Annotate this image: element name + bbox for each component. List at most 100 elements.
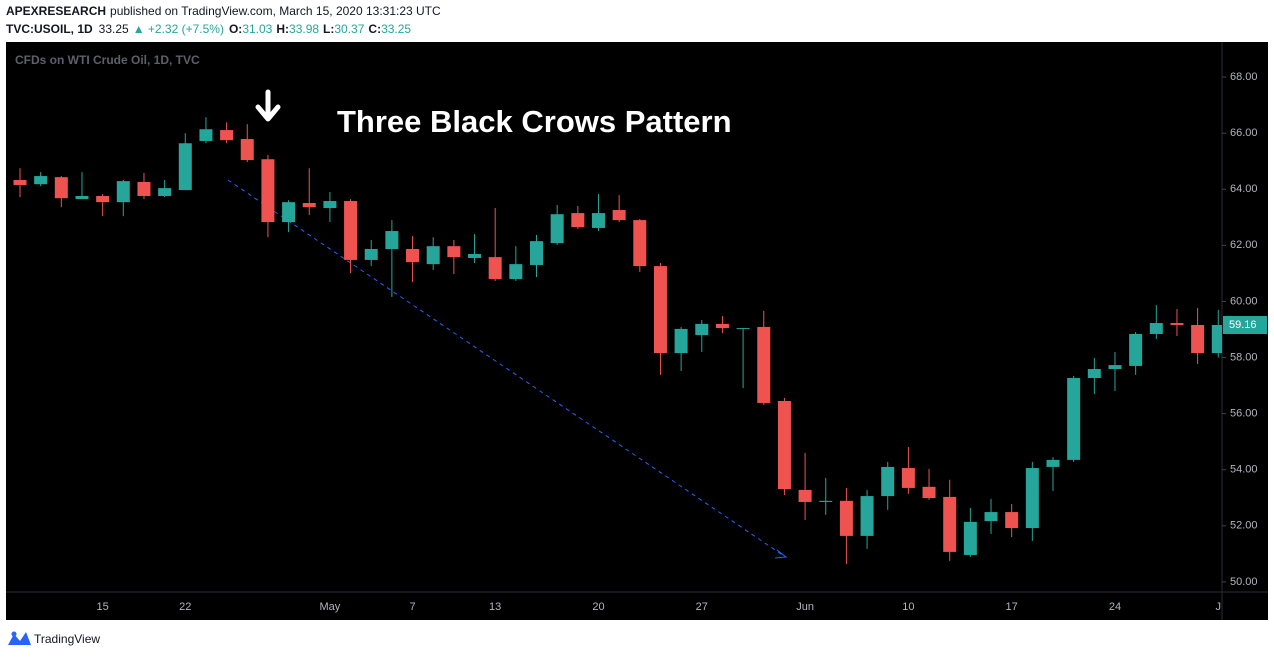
candle-body bbox=[96, 195, 110, 203]
candle-body bbox=[385, 231, 399, 249]
ohlc-key: C: bbox=[368, 22, 381, 36]
candle-body bbox=[798, 489, 812, 502]
candle-body bbox=[633, 220, 647, 267]
change: ▲ +2.32 (+7.5%) bbox=[133, 22, 224, 36]
published-note: published on TradingView.com, March 15, … bbox=[110, 4, 441, 18]
candle-body bbox=[509, 264, 523, 279]
ohlc-key: O: bbox=[229, 22, 242, 36]
candle-body bbox=[1191, 324, 1205, 354]
candle-body bbox=[1211, 324, 1222, 354]
candle-body bbox=[1025, 468, 1039, 529]
x-tick-label: J bbox=[1216, 601, 1222, 613]
candle-body bbox=[674, 328, 688, 354]
y-tick-label: 50.00 bbox=[1230, 576, 1258, 588]
candle-body bbox=[447, 246, 461, 258]
logo-dot bbox=[11, 631, 17, 637]
candle-body bbox=[860, 496, 874, 536]
candle-body bbox=[282, 202, 296, 223]
ohlc-value: 31.03 bbox=[242, 22, 272, 36]
x-tick-label: 24 bbox=[1109, 601, 1121, 613]
x-tick-label: 15 bbox=[97, 601, 109, 613]
y-tick-label: 58.00 bbox=[1230, 351, 1258, 363]
candle-body bbox=[653, 266, 667, 354]
candle-body bbox=[199, 129, 213, 142]
x-tick-label: 27 bbox=[696, 601, 708, 613]
x-tick-label: Jun bbox=[796, 601, 814, 613]
ohlc-value: 30.37 bbox=[334, 22, 364, 36]
candle-body bbox=[323, 201, 337, 209]
chart-title: CFDs on WTI Crude Oil, 1D, TVC bbox=[15, 53, 200, 67]
candle-body bbox=[1170, 323, 1184, 325]
candle-body bbox=[220, 130, 234, 141]
candle-body bbox=[240, 139, 254, 161]
y-tick-label: 64.00 bbox=[1230, 183, 1258, 195]
trend-arrow-head bbox=[774, 549, 788, 559]
x-tick-label: 10 bbox=[902, 601, 914, 613]
candle-body bbox=[178, 143, 192, 191]
candle-body bbox=[364, 248, 378, 260]
candle-body bbox=[488, 257, 502, 279]
ohlc-key: H: bbox=[276, 22, 289, 36]
annotation: Three Black Crows Pattern bbox=[337, 104, 732, 139]
y-tick-label: 62.00 bbox=[1230, 239, 1258, 251]
price: 33.25 bbox=[99, 22, 129, 36]
candle-body bbox=[963, 521, 977, 555]
candle-body bbox=[1005, 512, 1019, 529]
candle-body bbox=[571, 213, 585, 228]
candle-body bbox=[922, 486, 936, 499]
candle-body bbox=[1108, 365, 1122, 370]
x-tick-label: 7 bbox=[409, 601, 415, 613]
candle-body bbox=[1149, 323, 1163, 334]
candle-body bbox=[116, 181, 130, 203]
author: APEXRESEARCH bbox=[6, 4, 106, 18]
header-line: APEXRESEARCH published on TradingView.com… bbox=[6, 4, 441, 18]
last-price-box bbox=[1223, 315, 1267, 334]
y-tick-label: 60.00 bbox=[1230, 295, 1258, 307]
candle-body bbox=[591, 213, 605, 228]
ohlc-key: L: bbox=[323, 22, 334, 36]
brand-logo bbox=[8, 631, 31, 645]
logo-shape bbox=[8, 632, 31, 645]
candle-body bbox=[901, 468, 915, 488]
symbol-line: TVC:USOIL, 1D 33.25 ▲ +2.32 (+7.5%) O:31.03… bbox=[6, 22, 411, 36]
candle-body bbox=[34, 176, 48, 185]
candle-body bbox=[1087, 369, 1101, 379]
candle-body bbox=[13, 179, 27, 186]
y-tick-label: 52.00 bbox=[1230, 520, 1258, 532]
candle-body bbox=[137, 181, 151, 196]
candle-body bbox=[550, 214, 564, 244]
candle-body bbox=[881, 466, 895, 497]
candle-body bbox=[695, 323, 709, 336]
x-tick-label: 17 bbox=[1006, 601, 1018, 613]
candle-body bbox=[426, 246, 440, 265]
symbol: TVC:USOIL, 1D bbox=[6, 22, 93, 36]
candle-body bbox=[984, 512, 998, 522]
candle-body bbox=[468, 254, 482, 258]
y-tick-label: 54.00 bbox=[1230, 464, 1258, 476]
x-tick-label: 13 bbox=[489, 601, 501, 613]
candle-body bbox=[943, 496, 957, 552]
candle-body bbox=[344, 201, 358, 260]
brand-name: TradingView bbox=[34, 632, 100, 646]
x-tick-label: May bbox=[320, 601, 341, 613]
x-tick-label: 22 bbox=[179, 601, 191, 613]
y-tick-label: 68.00 bbox=[1230, 71, 1258, 83]
candle-body bbox=[302, 202, 316, 208]
candle-body bbox=[54, 177, 68, 199]
candle-body bbox=[819, 500, 833, 502]
candle-body bbox=[777, 401, 791, 490]
x-tick-label: 20 bbox=[592, 601, 604, 613]
down-arrow bbox=[255, 89, 281, 122]
candle-body bbox=[75, 195, 89, 200]
candle-body bbox=[757, 326, 771, 403]
ohlc-value: 33.98 bbox=[289, 22, 319, 36]
y-tick-label: 56.00 bbox=[1230, 408, 1258, 420]
candle-body bbox=[406, 248, 420, 263]
candle-body bbox=[1129, 333, 1143, 366]
candle-body bbox=[158, 188, 172, 196]
candle-body bbox=[530, 241, 543, 265]
last-price-label: 59.16 bbox=[1229, 319, 1257, 331]
candle-body bbox=[839, 500, 853, 536]
